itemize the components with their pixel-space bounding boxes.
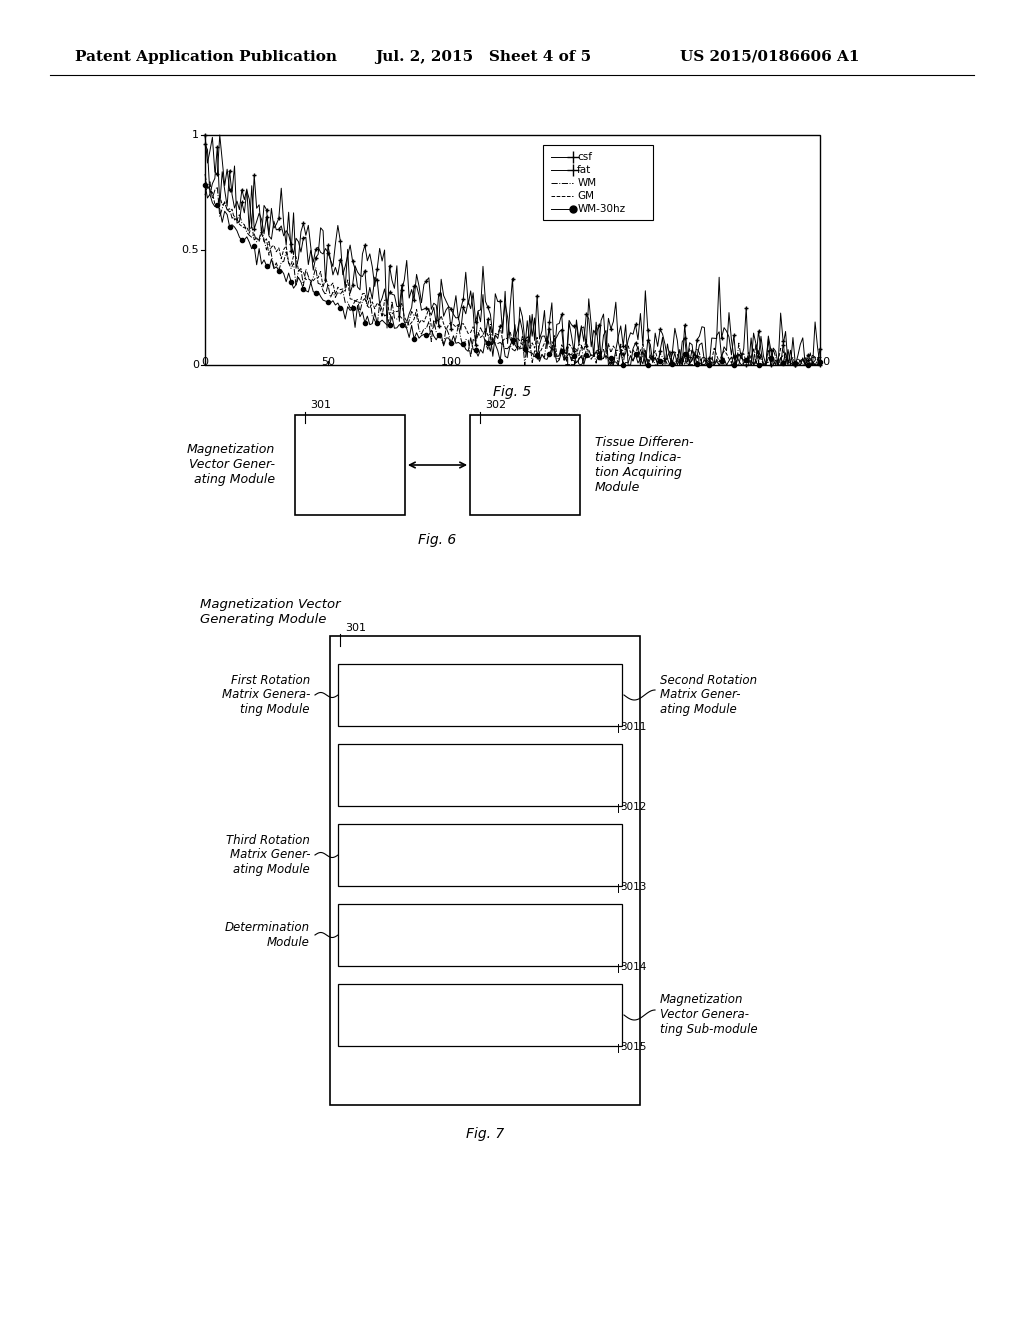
Text: Fig. 6: Fig. 6 — [419, 533, 457, 546]
Bar — [330, 636, 640, 1105]
Text: 100: 100 — [440, 356, 462, 367]
Text: WM-30hz: WM-30hz — [578, 205, 626, 214]
Text: GM: GM — [578, 191, 594, 201]
Text: Third Rotation
Matrix Gener-
ating Module: Third Rotation Matrix Gener- ating Modul… — [226, 833, 310, 876]
Text: 250: 250 — [809, 356, 830, 367]
Bar — [205, 135, 820, 366]
Text: 150: 150 — [563, 356, 585, 367]
Text: Fig. 7: Fig. 7 — [466, 1127, 504, 1140]
Text: Magnetization
Vector Gener-
ating Module: Magnetization Vector Gener- ating Module — [186, 444, 275, 487]
Text: Jul. 2, 2015   Sheet 4 of 5: Jul. 2, 2015 Sheet 4 of 5 — [375, 50, 591, 63]
Bar — [295, 414, 406, 515]
Text: 3015: 3015 — [620, 1041, 646, 1052]
Text: 50: 50 — [321, 356, 335, 367]
Text: 3011: 3011 — [620, 722, 646, 733]
Bar — [544, 145, 653, 220]
Bar — [338, 744, 622, 807]
Text: 0.5: 0.5 — [181, 246, 199, 255]
Text: 3014: 3014 — [620, 962, 646, 972]
Text: 301: 301 — [345, 623, 366, 634]
Text: Magnetization Vector
Generating Module: Magnetization Vector Generating Module — [200, 598, 341, 626]
Text: 302: 302 — [485, 400, 506, 411]
Text: Second Rotation
Matrix Gener-
ating Module: Second Rotation Matrix Gener- ating Modu… — [660, 673, 757, 717]
Text: Determination
Module: Determination Module — [225, 921, 310, 949]
Bar — [338, 824, 622, 886]
Text: csf: csf — [578, 152, 592, 162]
Text: First Rotation
Matrix Genera-
ting Module: First Rotation Matrix Genera- ting Modul… — [221, 673, 310, 717]
Text: fat: fat — [578, 165, 592, 176]
Bar — [338, 664, 622, 726]
Text: 1: 1 — [193, 129, 199, 140]
Text: 0: 0 — [202, 356, 209, 367]
Bar — [470, 414, 580, 515]
Bar — [338, 983, 622, 1045]
Text: Fig. 5: Fig. 5 — [494, 385, 531, 399]
Bar — [338, 904, 622, 966]
Text: 301: 301 — [310, 400, 331, 411]
Text: Patent Application Publication: Patent Application Publication — [75, 50, 337, 63]
Text: 0: 0 — [193, 360, 199, 370]
Text: 3012: 3012 — [620, 803, 646, 812]
Text: WM: WM — [578, 178, 596, 187]
Text: Tissue Differen-
tiating Indica-
tion Acquiring
Module: Tissue Differen- tiating Indica- tion Ac… — [595, 436, 693, 494]
Text: US 2015/0186606 A1: US 2015/0186606 A1 — [680, 50, 859, 63]
Text: 3013: 3013 — [620, 882, 646, 892]
Text: Magnetization
Vector Genera-
ting Sub-module: Magnetization Vector Genera- ting Sub-mo… — [660, 994, 758, 1036]
Text: 200: 200 — [686, 356, 708, 367]
